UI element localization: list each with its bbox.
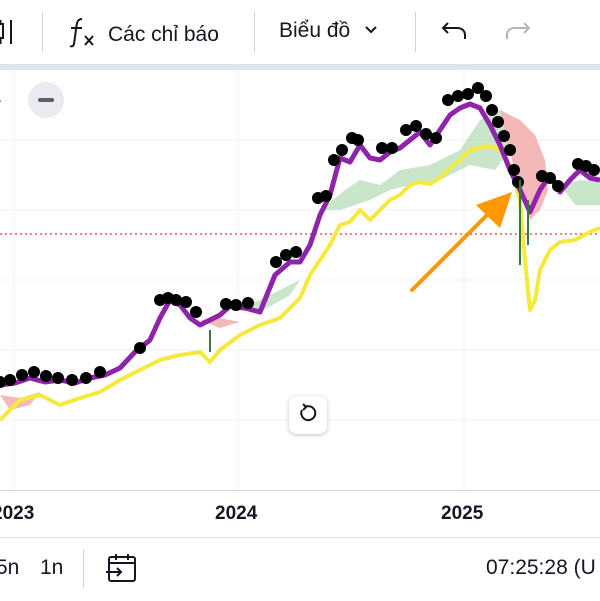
indicators-button[interactable]: Các chỉ báo xyxy=(66,16,219,53)
price-dot xyxy=(410,120,422,132)
price-dot xyxy=(52,372,64,384)
annotation-arrow xyxy=(410,192,512,292)
minus-icon xyxy=(38,98,54,102)
price-dot xyxy=(492,116,504,128)
price-dot xyxy=(498,130,510,142)
price-dot xyxy=(588,164,600,176)
toolbar-divider xyxy=(0,64,600,70)
reset-chart-button[interactable] xyxy=(289,396,327,434)
price-dot xyxy=(170,294,182,306)
price-dot xyxy=(190,306,202,318)
price-dot xyxy=(66,374,78,386)
redo-icon xyxy=(504,20,532,47)
price-dot xyxy=(386,142,398,154)
price-dot xyxy=(504,144,516,156)
bottom-bar: 5n 1n 07:25:28 (U xyxy=(0,537,600,601)
price-dot xyxy=(40,370,52,382)
price-dot xyxy=(4,374,16,386)
price-dot xyxy=(376,142,388,154)
undo-button[interactable] xyxy=(440,20,468,47)
undo-icon xyxy=(440,20,468,47)
reset-icon xyxy=(297,402,319,429)
price-dots xyxy=(0,82,600,388)
chevron-down-icon xyxy=(364,22,378,40)
price-dot xyxy=(552,180,564,192)
price-dot xyxy=(400,124,412,136)
price-dot xyxy=(180,296,192,308)
price-dot xyxy=(352,134,364,146)
price-dot xyxy=(94,366,106,378)
top-toolbar: Các chỉ báo Biểu đồ xyxy=(0,0,600,64)
price-dot xyxy=(290,246,302,258)
price-dot xyxy=(452,90,464,102)
time-label-2025: 2025 xyxy=(441,503,484,524)
chart-type-label: Biểu đồ xyxy=(279,19,351,42)
time-label-2023: 2023 xyxy=(0,503,35,524)
toolbar-separator xyxy=(42,12,43,52)
indicators-label: Các chỉ báo xyxy=(108,22,219,46)
close-icon[interactable] xyxy=(0,88,6,108)
price-chart[interactable] xyxy=(0,70,600,490)
price-dot xyxy=(230,299,242,311)
clock-label[interactable]: 07:25:28 (U xyxy=(486,556,596,579)
cloud-green-area xyxy=(560,180,600,205)
time-axis[interactable]: 2023 2024 2025 xyxy=(0,490,600,537)
calendar-arrow-icon xyxy=(106,554,138,588)
candles-icon[interactable] xyxy=(0,18,18,46)
range-5y-button[interactable]: 5n xyxy=(0,556,20,579)
bottom-separator xyxy=(83,550,84,588)
redo-button[interactable] xyxy=(504,20,532,47)
price-dot xyxy=(16,369,28,381)
price-dot xyxy=(320,190,332,202)
price-dot xyxy=(420,128,432,140)
price-dot xyxy=(486,104,498,116)
time-label-2024: 2024 xyxy=(215,503,258,524)
price-dot xyxy=(270,256,282,268)
cloud-red-area xyxy=(500,110,548,220)
price-dot xyxy=(336,144,348,156)
price-dot xyxy=(512,176,524,188)
price-dot xyxy=(134,342,146,354)
price-dot xyxy=(430,132,442,144)
chart-type-button[interactable]: Biểu đồ xyxy=(279,19,378,43)
price-dot xyxy=(480,90,492,102)
collapse-button[interactable] xyxy=(28,82,64,118)
price-dot xyxy=(442,94,454,106)
price-dot xyxy=(242,297,254,309)
price-dot xyxy=(220,298,232,310)
price-dot xyxy=(80,372,92,384)
toolbar-separator xyxy=(415,12,416,52)
price-dot xyxy=(508,164,520,176)
price-dot xyxy=(328,154,340,166)
price-dot xyxy=(472,82,484,94)
cloud-green-area xyxy=(320,110,510,210)
price-dot xyxy=(462,88,474,100)
price-dot xyxy=(544,172,556,184)
chart-canvas[interactable] xyxy=(0,70,600,490)
toolbar-separator xyxy=(254,12,255,52)
price-dot xyxy=(280,249,292,261)
go-to-date-button[interactable] xyxy=(106,552,138,589)
price-dot xyxy=(28,366,40,378)
lagging-line xyxy=(0,144,600,422)
range-1y-button[interactable]: 1n xyxy=(40,556,64,579)
fx-icon xyxy=(66,16,96,53)
